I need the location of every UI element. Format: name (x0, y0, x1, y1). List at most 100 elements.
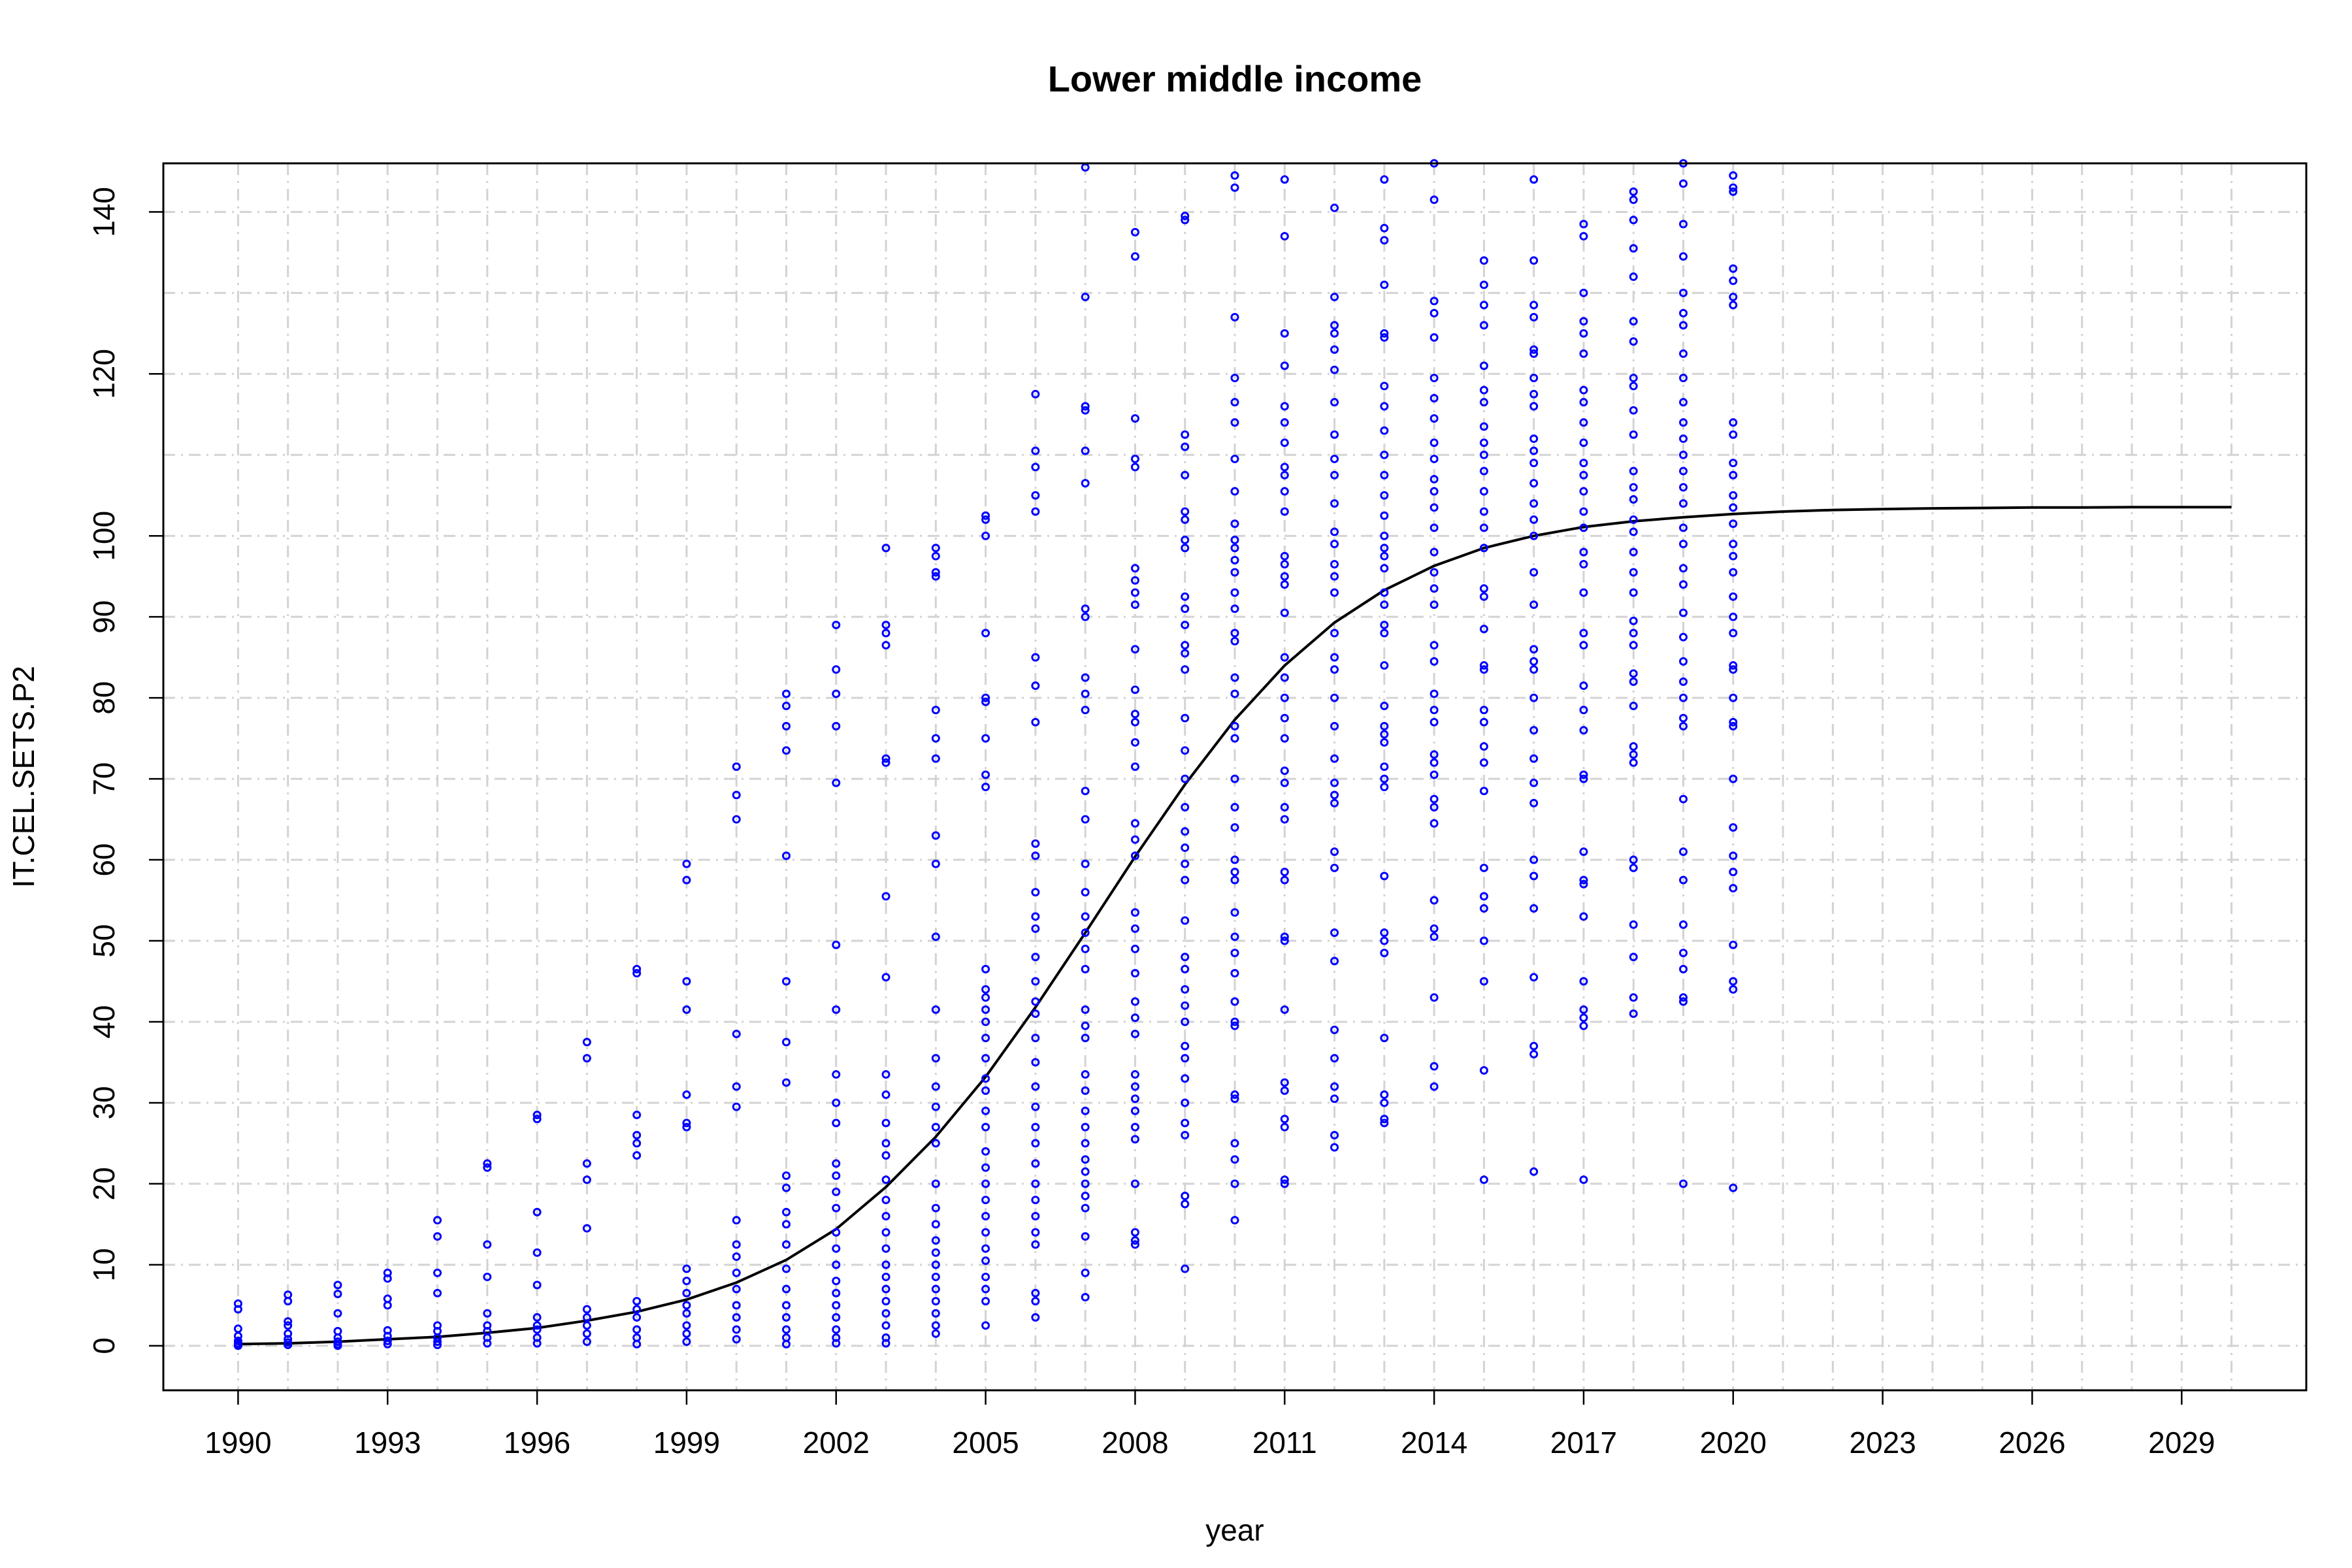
data-point (1579, 418, 1588, 427)
data-point (1181, 746, 1190, 755)
data-point (881, 1321, 890, 1330)
data-point (1380, 762, 1389, 772)
data-point (1031, 1211, 1040, 1220)
data-point (1280, 470, 1289, 480)
data-point (582, 1337, 591, 1347)
data-point (881, 1272, 890, 1281)
data-point (1579, 329, 1588, 338)
data-point (383, 1336, 392, 1345)
data-point (1679, 693, 1688, 702)
x-tick-label: 2017 (1550, 1426, 1617, 1460)
x-tick-label: 2008 (1102, 1426, 1168, 1460)
data-point (1280, 507, 1289, 516)
data-point (732, 1325, 741, 1334)
data-point (1579, 774, 1588, 783)
data-point (1181, 827, 1190, 836)
data-point (781, 1325, 791, 1334)
data-point (1230, 313, 1239, 322)
data-point (1729, 540, 1738, 549)
data-point (981, 1086, 990, 1095)
data-point (981, 1074, 990, 1083)
data-point (781, 1220, 791, 1229)
data-point (1330, 454, 1339, 463)
data-point (1031, 389, 1040, 399)
data-point (1479, 450, 1488, 459)
data-point (781, 1171, 791, 1181)
data-point (1280, 1122, 1289, 1132)
data-point (1380, 730, 1389, 739)
data-point (1181, 535, 1190, 544)
data-point (1031, 653, 1040, 662)
data-point (1679, 564, 1688, 573)
data-point (284, 1341, 293, 1350)
data-point (981, 1147, 990, 1156)
data-point (632, 1339, 642, 1348)
data-point (981, 511, 990, 520)
data-point (284, 1297, 293, 1306)
data-point (1479, 717, 1488, 727)
data-point (1479, 1175, 1488, 1184)
y-tick-label: 40 (87, 1005, 121, 1038)
data-point (1181, 1119, 1190, 1128)
data-point (1679, 949, 1688, 958)
plot-frame (162, 162, 2308, 1392)
data-point (1579, 560, 1588, 569)
data-point (1529, 1050, 1539, 1059)
x-tick-label: 1993 (354, 1426, 421, 1460)
x-tick-label: 2005 (952, 1426, 1019, 1460)
data-point (1729, 418, 1738, 427)
data-point (781, 1339, 791, 1348)
data-point (1181, 843, 1190, 852)
data-point (1579, 349, 1588, 358)
data-point (1081, 479, 1090, 488)
data-point (931, 1297, 940, 1306)
data-point (781, 1284, 791, 1294)
data-point (1280, 402, 1289, 411)
data-point (682, 1090, 691, 1100)
data-point (1130, 463, 1139, 472)
data-point (1130, 1013, 1139, 1022)
data-point (1130, 710, 1139, 719)
data-point (1230, 1021, 1239, 1030)
x-axis-label: year (1205, 1513, 1264, 1547)
data-point (1629, 702, 1638, 711)
data-point (1729, 693, 1738, 702)
data-point (483, 1309, 492, 1318)
data-point (1629, 244, 1638, 253)
data-point (1380, 774, 1389, 783)
data-point (1729, 629, 1738, 638)
data-point (1479, 507, 1488, 516)
data-point (1679, 288, 1688, 297)
data-point (881, 1284, 890, 1294)
data-point (1380, 872, 1389, 881)
data-point (1429, 373, 1439, 382)
data-point (1579, 220, 1588, 229)
data-point (1579, 523, 1588, 532)
data-point (832, 689, 841, 698)
data-point (1181, 442, 1190, 451)
data-point (732, 1313, 741, 1322)
data-point (632, 1313, 642, 1322)
data-point (1429, 750, 1439, 759)
data-point (1230, 802, 1239, 811)
data-point (1280, 713, 1289, 723)
data-point (1679, 713, 1688, 723)
data-point (1380, 470, 1389, 480)
data-point (1579, 1175, 1588, 1184)
data-point (1330, 928, 1339, 938)
x-tick-label: 2002 (803, 1426, 870, 1460)
data-point (1130, 1030, 1139, 1039)
data-point (1429, 568, 1439, 577)
data-point (1230, 734, 1239, 743)
data-point (1629, 629, 1638, 638)
data-point (682, 1309, 691, 1318)
data-point (1429, 333, 1439, 342)
data-point (1081, 928, 1090, 938)
data-point (881, 1211, 890, 1220)
data-point (1081, 912, 1090, 921)
data-point (931, 1321, 940, 1330)
data-point (532, 1321, 542, 1330)
data-point (383, 1331, 392, 1341)
data-point (1130, 564, 1139, 573)
